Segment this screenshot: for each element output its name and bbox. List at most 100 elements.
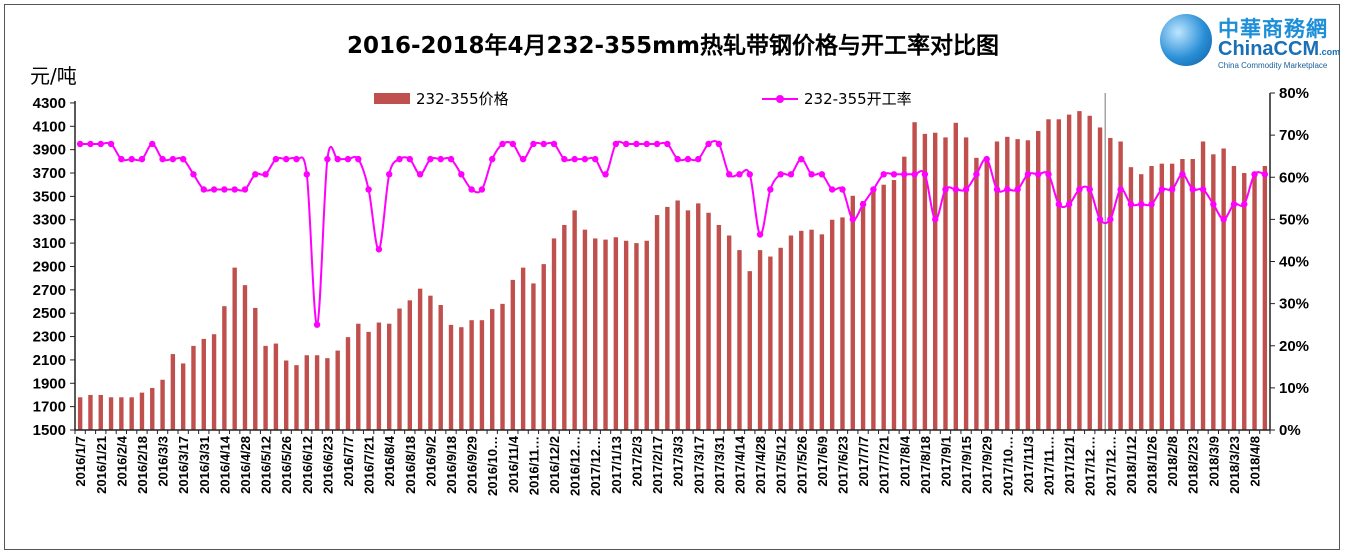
rate-point — [684, 155, 692, 163]
price-bar — [963, 137, 969, 430]
rate-point — [1230, 201, 1238, 208]
price-bar — [1139, 174, 1144, 430]
rate-point — [447, 155, 455, 163]
x-tick-label: 2016/8/18 — [403, 436, 418, 494]
price-bar — [242, 285, 248, 430]
price-bar — [706, 212, 711, 430]
rate-point — [200, 186, 207, 193]
price-bar — [314, 355, 320, 430]
rate-point — [581, 155, 589, 163]
rate-point — [1241, 201, 1248, 208]
x-tick-label: 2017/4/14 — [732, 435, 747, 494]
rate-point — [561, 155, 568, 163]
x-tick-label: 2017/5/26 — [794, 436, 809, 494]
x-tick-label: 2017/9/15 — [959, 436, 974, 494]
x-tick-label: 2017/2/17 — [650, 436, 665, 494]
rate-point — [365, 186, 372, 193]
price-bar — [500, 303, 505, 430]
y-tick-label: 4300 — [33, 95, 66, 112]
x-tick-label: 2016/3/31 — [197, 436, 212, 494]
x-tick-label: 2017/8/18 — [918, 436, 933, 494]
logo-brand: ChinaCCM — [1218, 38, 1320, 60]
rate-point — [1024, 171, 1032, 178]
price-bar — [809, 229, 814, 430]
x-tick-label: 2016/9/2 — [423, 436, 438, 487]
rate-point — [303, 171, 310, 178]
price-bar — [88, 394, 93, 430]
rate-point — [602, 171, 609, 178]
rate-point — [509, 140, 517, 148]
x-tick-label: 2017/12… — [1083, 436, 1098, 496]
rate-point — [437, 155, 444, 163]
y-tick-label: 3900 — [33, 142, 66, 159]
x-tick-label: 2016/5/12 — [259, 436, 274, 494]
price-bar — [1036, 130, 1041, 430]
price-bar — [510, 279, 516, 430]
legend-label-price: 232-355价格 — [416, 90, 509, 108]
rate-point — [1179, 171, 1186, 178]
rate-point — [1065, 201, 1073, 208]
rate-point — [375, 246, 383, 253]
rate-point — [911, 171, 918, 178]
x-tick-label: 2017/12/1 — [1062, 436, 1077, 494]
price-bar — [150, 387, 155, 430]
rate-point — [334, 155, 341, 163]
price-bar — [1056, 119, 1062, 430]
x-tick-label: 2018/3/23 — [1227, 436, 1242, 494]
price-bar — [1118, 141, 1123, 430]
y-tick-label: 1700 — [33, 399, 66, 416]
rate-point — [1096, 216, 1104, 223]
rate-point — [1004, 186, 1011, 193]
price-bar — [840, 217, 845, 430]
rate-point — [993, 186, 1001, 193]
rate-point — [76, 140, 84, 148]
y2-tick-label: 30% — [1279, 296, 1309, 313]
price-bar — [932, 132, 938, 431]
x-tick-label: 2018/1/12 — [1124, 436, 1139, 494]
legend-line-swatch — [762, 94, 798, 103]
price-bar — [912, 122, 917, 431]
rate-point — [499, 140, 506, 148]
price-bar — [819, 234, 825, 430]
price-bar — [726, 235, 732, 430]
price-bar — [871, 191, 876, 430]
rate-point — [1127, 201, 1135, 208]
rate-point — [210, 186, 218, 193]
y2-tick-label: 0% — [1279, 422, 1301, 439]
rate-point — [87, 140, 94, 148]
legend-item-rate: 232-355开工率 — [762, 88, 912, 109]
y-tick-label: 3300 — [33, 212, 66, 229]
price-bar — [1221, 148, 1226, 430]
price-bar — [541, 264, 546, 430]
price-bar — [1242, 173, 1247, 430]
y2-tick-label: 80% — [1279, 85, 1309, 102]
price-bar — [283, 360, 289, 430]
price-bar — [768, 256, 773, 430]
x-tick-label: 2016/7/21 — [362, 436, 377, 494]
price-bar — [799, 230, 804, 430]
rate-point — [550, 140, 558, 148]
price-bar — [860, 201, 866, 430]
rate-point — [107, 140, 115, 148]
y-tick-label: 2100 — [33, 352, 66, 369]
rate-point — [406, 155, 414, 163]
price-bar — [180, 363, 186, 430]
price-bar — [1015, 139, 1020, 430]
rate-point — [272, 155, 280, 163]
x-tick-label: 2017/7/21 — [877, 436, 892, 494]
rate-point — [705, 140, 712, 148]
price-bar — [891, 180, 897, 430]
rate-point — [921, 171, 929, 178]
price-bar — [902, 156, 907, 430]
y2-tick-label: 20% — [1279, 338, 1309, 355]
y-tick-label: 2700 — [33, 282, 66, 299]
y-tick-label: 2500 — [33, 305, 66, 322]
rate-point — [128, 155, 135, 163]
price-bar — [675, 200, 680, 430]
rate-point — [983, 155, 990, 163]
x-tick-label: 2016/12… — [568, 436, 583, 496]
rate-point — [355, 155, 362, 163]
rate-point — [1035, 171, 1042, 178]
rate-point — [1199, 186, 1207, 193]
